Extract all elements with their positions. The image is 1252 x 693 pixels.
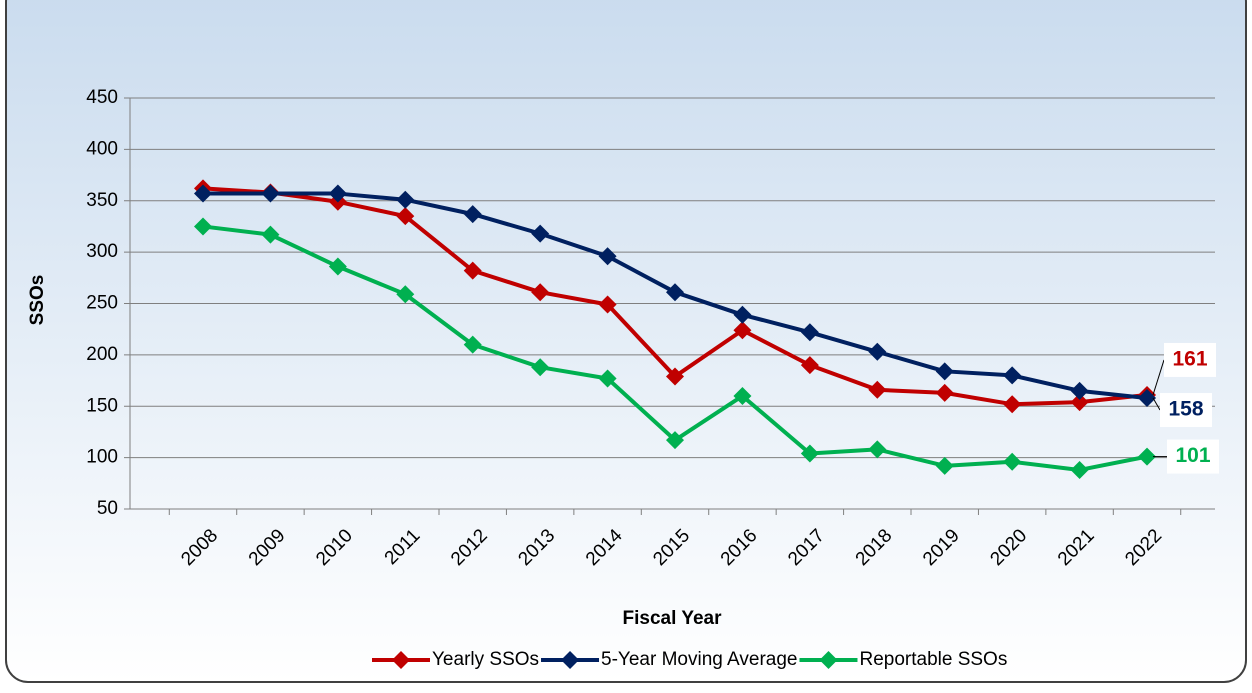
data-point	[396, 207, 415, 226]
data-point	[1003, 366, 1022, 385]
label-leader	[1152, 397, 1161, 411]
data-point	[666, 283, 685, 302]
data-point	[1070, 381, 1089, 400]
label-box	[1160, 393, 1212, 428]
data-point	[666, 431, 685, 450]
data-point	[868, 342, 887, 361]
data-point	[935, 383, 954, 402]
data-point	[328, 184, 347, 203]
data-point	[531, 224, 550, 243]
label-box	[1167, 439, 1219, 474]
legend-marker	[561, 651, 580, 669]
data-label: 101	[1175, 444, 1210, 467]
data-point	[194, 184, 212, 203]
data-label: 161	[1172, 347, 1207, 370]
y-tick-label: 150	[86, 395, 118, 416]
data-point	[463, 261, 482, 280]
y-axis-title: SSOs	[27, 275, 48, 326]
label-box	[1164, 342, 1216, 377]
y-tick-label: 50	[97, 498, 118, 519]
legend-label: Yearly SSOs	[432, 649, 539, 670]
data-point	[1003, 452, 1022, 471]
data-point	[194, 217, 212, 236]
x-axis-title: Fiscal Year	[623, 608, 723, 629]
data-point	[598, 247, 617, 266]
data-point	[598, 295, 617, 314]
data-point	[1138, 447, 1157, 466]
y-tick-label: 100	[86, 447, 118, 468]
data-point	[598, 369, 617, 388]
data-point	[733, 386, 752, 405]
data-point	[733, 305, 752, 324]
legend-label: 5-Year Moving Average	[601, 649, 797, 670]
data-point	[1070, 460, 1089, 479]
data-point	[531, 358, 550, 377]
y-tick-label: 200	[86, 344, 118, 365]
data-point	[733, 321, 752, 340]
data-point	[1138, 389, 1157, 408]
data-point	[935, 362, 954, 381]
data-point	[261, 225, 280, 244]
data-point	[800, 444, 819, 463]
y-tick-label: 400	[86, 138, 118, 159]
data-point	[261, 184, 280, 203]
legend-marker	[819, 651, 838, 669]
data-point	[463, 205, 482, 224]
data-point	[1070, 393, 1089, 412]
legend-marker	[392, 651, 410, 669]
y-tick-label: 250	[86, 293, 118, 314]
data-point	[666, 367, 685, 386]
data-point	[396, 190, 415, 209]
data-point	[531, 283, 550, 302]
data-point	[868, 380, 887, 399]
data-label: 158	[1168, 398, 1203, 421]
y-tick-label: 450	[86, 87, 118, 108]
y-tick-label: 300	[86, 241, 118, 262]
data-point	[328, 257, 347, 276]
data-point	[800, 356, 819, 375]
data-point	[935, 456, 954, 475]
legend-label: Reportable SSOs	[859, 649, 1007, 670]
label-leader	[1152, 359, 1165, 396]
data-point	[463, 335, 482, 354]
chart-background	[5, 0, 1247, 683]
data-point	[868, 440, 887, 459]
y-tick-label: 350	[86, 190, 118, 211]
data-point	[396, 285, 415, 304]
data-point	[1003, 395, 1022, 414]
data-point	[800, 323, 819, 342]
